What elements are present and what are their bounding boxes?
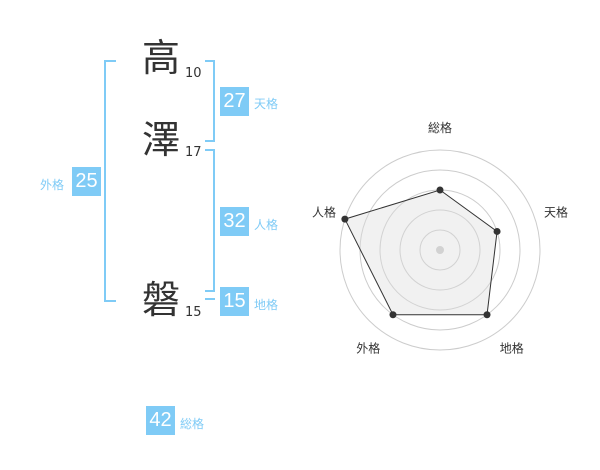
gaikaku-value: 25 [72,167,101,196]
radar-polygon [344,189,498,316]
radar-axis-label: 総格 [428,120,452,135]
name-char-2: 澤 [142,118,181,162]
radar-point [389,311,397,319]
chikaku-connector [205,298,215,300]
jinkaku-bracket [205,149,215,292]
chikaku-value: 15 [220,287,249,316]
stroke-count-2: 17 [185,145,202,160]
tenkaku-label: 天格 [254,97,279,111]
jinkaku-value: 32 [220,207,249,236]
gaikaku-label: 外格 [40,178,65,192]
gaikaku-bracket [104,60,116,302]
radar-center [436,246,444,254]
radar-point [483,311,491,319]
radar-point [341,215,349,223]
tenkaku-value: 27 [220,87,249,116]
radar-point [436,186,444,194]
radar-ring [419,229,461,271]
tenkaku-bracket [205,60,215,142]
jinkaku-label: 人格 [254,218,279,232]
radar-ring [399,209,481,291]
name-char-3: 磐 [142,278,181,322]
stroke-count-3: 15 [185,305,202,320]
stroke-count-1: 10 [185,66,202,81]
soukaku-value: 42 [146,406,175,435]
name-char-1: 高 [142,36,181,80]
radar-axis-label: 天格 [544,204,568,219]
soukaku-label: 総格 [180,417,205,431]
radar-axis-label: 地格 [500,341,524,356]
radar-point [493,227,501,235]
chikaku-label: 地格 [254,298,279,312]
radar-ring [339,149,541,351]
radar-axis-label: 外格 [356,341,380,356]
radar-axis-label: 人格 [312,204,336,219]
